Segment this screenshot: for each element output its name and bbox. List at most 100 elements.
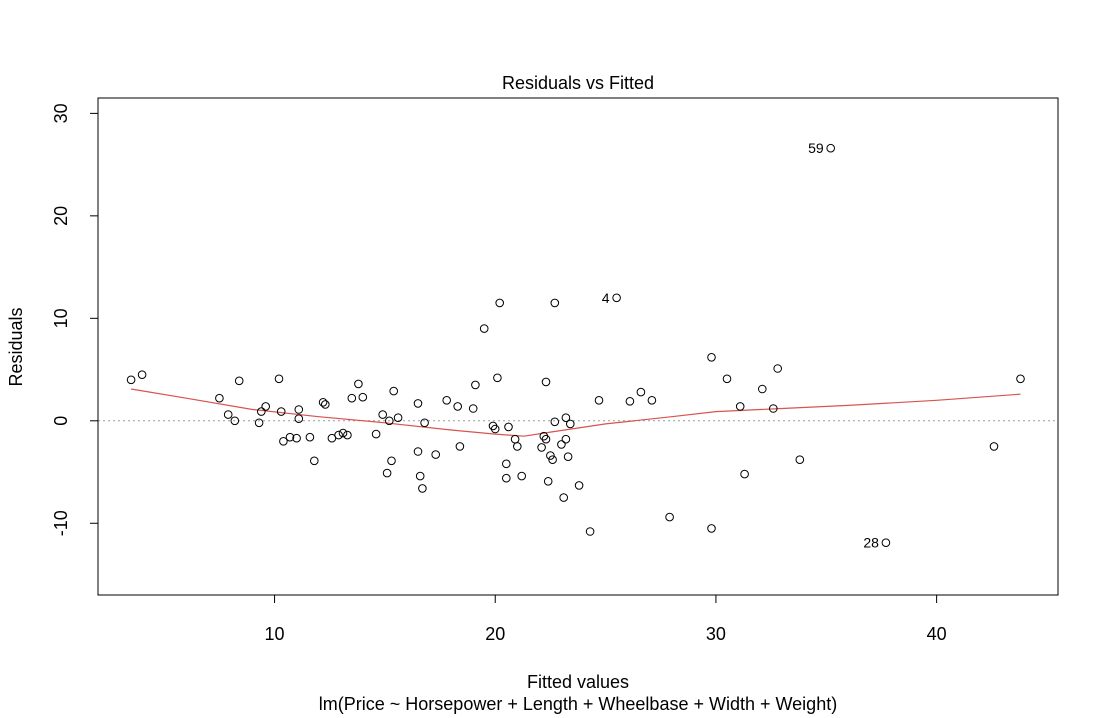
data-point xyxy=(537,443,546,452)
y-tick-label: 10 xyxy=(51,308,71,328)
data-point xyxy=(279,437,288,446)
data-point xyxy=(502,459,511,469)
y-tick-label: 20 xyxy=(51,206,71,226)
point-labels: 59 4 28 xyxy=(602,140,879,551)
data-point xyxy=(431,450,441,459)
data-point xyxy=(468,404,478,413)
data-point xyxy=(773,364,783,373)
data-point xyxy=(354,379,363,389)
x-tick-label: 20 xyxy=(485,624,505,644)
data-point xyxy=(393,413,403,423)
y-axis-label: Residuals xyxy=(6,307,26,386)
data-point xyxy=(415,471,425,481)
data-point xyxy=(294,414,304,424)
data-point xyxy=(413,447,423,456)
data-point xyxy=(230,416,240,426)
data-point xyxy=(561,434,571,444)
data-point xyxy=(305,432,315,442)
data-point xyxy=(453,402,463,411)
data-point xyxy=(559,493,569,502)
data-point xyxy=(561,413,571,423)
data-point xyxy=(285,432,295,442)
data-point xyxy=(566,419,575,429)
data-point xyxy=(574,481,584,490)
data-point xyxy=(338,428,348,438)
data-point xyxy=(510,434,520,444)
data-point xyxy=(215,393,224,403)
data-point xyxy=(137,370,147,380)
data-point xyxy=(310,456,319,466)
model-formula-subtitle: lm(Price ~ Horsepower + Length + Wheelba… xyxy=(319,694,837,714)
chart-title: Residuals vs Fitted xyxy=(502,73,654,93)
data-point xyxy=(585,527,595,536)
data-point xyxy=(504,422,513,432)
point-label: 59 xyxy=(808,140,824,156)
data-point xyxy=(502,473,511,483)
data-point xyxy=(418,484,427,493)
plot-frame xyxy=(97,97,1059,596)
data-point xyxy=(479,324,489,333)
data-point xyxy=(420,418,429,428)
data-point xyxy=(358,392,368,402)
data-point xyxy=(371,429,381,439)
data-point xyxy=(550,298,560,308)
data-point xyxy=(490,424,500,434)
x-tick-label: 40 xyxy=(927,624,947,644)
data-point xyxy=(539,431,549,441)
point-label: 4 xyxy=(602,290,610,306)
data-point xyxy=(881,538,891,548)
data-point xyxy=(735,402,745,411)
data-point xyxy=(989,442,999,451)
data-point xyxy=(234,376,244,386)
data-point xyxy=(493,373,502,383)
data-point xyxy=(826,143,836,153)
data-point xyxy=(550,417,560,427)
data-point xyxy=(257,407,266,416)
data-point xyxy=(334,430,343,440)
data-point xyxy=(612,293,621,303)
data-point xyxy=(274,374,284,384)
data-point xyxy=(261,402,271,411)
point-label: 28 xyxy=(863,535,879,551)
data-point xyxy=(647,396,657,405)
data-point xyxy=(740,469,749,479)
data-point xyxy=(471,380,480,390)
data-point xyxy=(548,455,557,465)
data-point xyxy=(594,396,604,405)
data-point xyxy=(321,400,330,409)
x-tick-label: 30 xyxy=(706,624,726,644)
smoother-line xyxy=(131,388,1021,437)
data-point xyxy=(625,397,635,406)
data-point xyxy=(382,468,392,478)
data-point xyxy=(292,433,301,443)
data-point xyxy=(769,404,778,413)
data-point xyxy=(795,455,805,465)
data-point xyxy=(442,396,452,405)
data-point xyxy=(557,440,566,449)
x-axis-label: Fitted values xyxy=(527,672,629,692)
data-point xyxy=(707,353,716,362)
data-point xyxy=(318,398,328,407)
data-point xyxy=(758,384,767,394)
data-point xyxy=(541,434,551,444)
data-point xyxy=(347,393,357,403)
data-point xyxy=(378,410,388,419)
x-axis: 10 20 30 40 xyxy=(265,594,947,644)
data-point xyxy=(546,451,555,460)
data-point xyxy=(223,410,233,419)
data-point xyxy=(636,387,646,397)
data-point xyxy=(276,407,286,416)
data-point xyxy=(543,477,553,486)
data-point xyxy=(1016,374,1025,384)
data-point xyxy=(387,456,396,466)
y-tick-label: -10 xyxy=(51,510,71,536)
data-point xyxy=(541,377,551,387)
data-point xyxy=(385,416,394,426)
data-point xyxy=(254,418,264,428)
data-point xyxy=(722,374,732,384)
data-point xyxy=(126,375,136,385)
x-tick-label: 10 xyxy=(265,624,285,644)
y-axis: -10 0 10 20 30 xyxy=(51,103,99,536)
data-point xyxy=(517,471,527,481)
